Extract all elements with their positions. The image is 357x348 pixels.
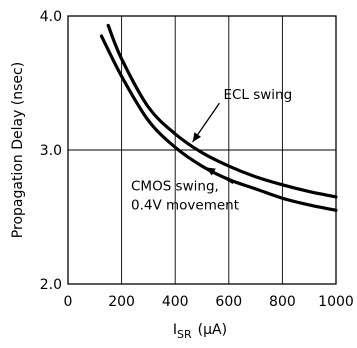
annotation-ecl-swing: ECL swing	[223, 87, 292, 103]
x-tick-label: 800	[269, 294, 296, 310]
y-tick-label: 3.0	[40, 143, 62, 159]
x-axis-label-subscript: SR	[177, 328, 192, 341]
y-tick-labels: 2.0 3.0 4.0	[40, 9, 62, 293]
x-axis-label-unit: (μA)	[198, 322, 227, 338]
x-tick-label: 0	[64, 294, 73, 310]
annotation-cmos-arrow-head	[206, 167, 216, 176]
y-tick-label: 4.0	[40, 9, 62, 25]
annotation-ecl-arrow-head	[192, 132, 202, 142]
series-line-ecl-swing	[106, 23, 338, 199]
annotations: ECL swing CMOS swing, 0.4V movement	[131, 87, 292, 213]
x-axis-label: ISR (μA)	[173, 322, 227, 341]
x-tick-label: 400	[162, 294, 189, 310]
x-tick-label: 200	[108, 294, 135, 310]
y-axis-label: Propagation Delay (nsec)	[10, 62, 26, 238]
annotation-cmos-line: 0.4V movement	[131, 198, 239, 214]
x-axis-label-main: I	[173, 322, 177, 338]
annotation-cmos-swing: CMOS swing, 0.4V movement	[131, 179, 239, 214]
annotation-cmos-line: CMOS swing,	[131, 179, 219, 195]
x-tick-label: 1000	[318, 294, 354, 310]
x-tick-labels: 0 200 400 600 800 1000	[64, 294, 354, 310]
x-tick-label: 600	[215, 294, 242, 310]
y-tick-label: 2.0	[40, 277, 62, 293]
